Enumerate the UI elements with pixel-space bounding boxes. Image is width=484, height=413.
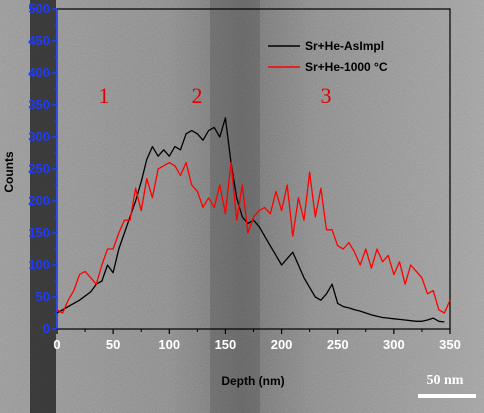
y-tick-label: 250 [28,161,50,176]
scale-bar-label: 50 nm [427,373,464,388]
region-label-3: 3 [321,83,332,108]
y-tick-label: 150 [28,225,50,240]
series-line-1 [56,161,451,314]
y-tick-label: 0 [43,321,50,336]
y-tick-label: 300 [28,129,50,144]
x-axis-label: Depth (nm) [221,374,284,388]
x-tick-label: 250 [327,337,349,352]
legend: Sr+He-AsImpl Sr+He-1000 °C [268,39,388,74]
y-axis-label: Counts [2,151,16,193]
y-tick-label: 100 [28,257,50,272]
y-axis: 0 50 100 150 200 250 300 350 400 450 500 [28,1,58,336]
series-line-0 [56,117,445,323]
y-tick-label: 500 [28,1,50,16]
scale-bar [418,394,476,398]
y-tick-label: 50 [36,289,50,304]
y-tick-label: 350 [28,97,50,112]
legend-label-1: Sr+He-1000 °C [305,60,388,74]
y-tick-label: 450 [28,33,50,48]
x-tick-label: 200 [271,337,293,352]
legend-label-0: Sr+He-AsImpl [305,39,384,53]
x-tick-label: 0 [53,337,60,352]
region-label-2: 2 [192,83,203,108]
series-layer [56,117,451,323]
dark-surface-layer [30,0,56,413]
x-tick-label: 100 [158,337,180,352]
x-tick-label: 300 [383,337,405,352]
x-axis: 0 50 100 150 200 250 300 350 [53,329,461,352]
x-tick-label: 350 [439,337,461,352]
x-tick-label: 150 [215,337,237,352]
region-label-1: 1 [99,83,110,108]
x-tick-label: 50 [106,337,120,352]
y-tick-label: 200 [28,193,50,208]
y-tick-label: 400 [28,65,50,80]
